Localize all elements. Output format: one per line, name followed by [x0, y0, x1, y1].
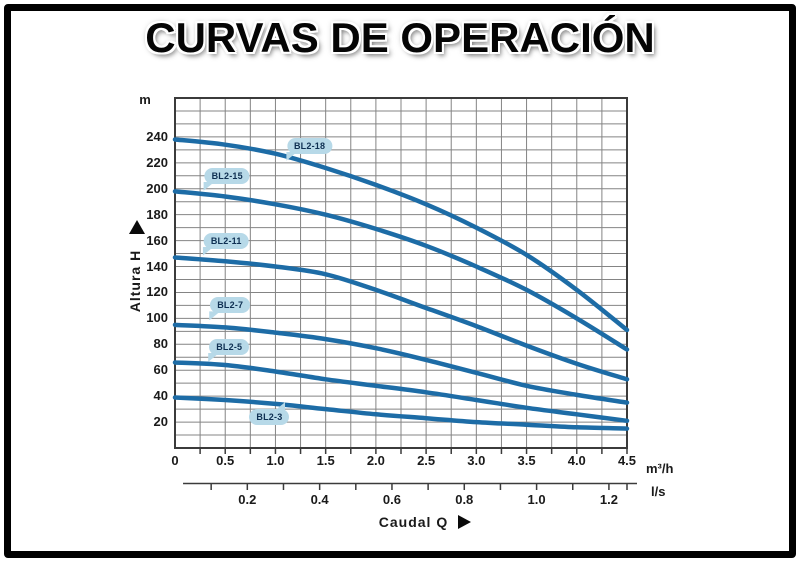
ls-tick-label: 1.0 [527, 492, 546, 507]
x-tick-label: 0 [171, 453, 179, 468]
curve-label-bl2-3: BL2-3 [249, 401, 290, 425]
y-tick-label: 160 [146, 232, 168, 248]
ls-tick-label: 0.6 [382, 492, 401, 507]
x-tick-label: 2.0 [366, 453, 385, 468]
ls-tick-label: 0.8 [455, 492, 474, 507]
plot-frame [174, 97, 628, 449]
y-tick-label: 240 [146, 128, 168, 144]
x-tick-label: 2.5 [417, 453, 436, 468]
ls-tick-label: 0.4 [310, 492, 329, 507]
curve-label-tail [202, 246, 214, 256]
y-tick-label: 140 [146, 258, 168, 274]
pump-curve-bl2-7 [172, 322, 630, 405]
y-tick-label: 40 [153, 388, 168, 404]
y-tick-label: 60 [153, 362, 168, 378]
x-axis-label: Caudal Q [378, 514, 449, 530]
y-axis-unit: m [139, 92, 151, 107]
y-tick-label: 20 [153, 414, 168, 430]
ls-tick-label: 1.2 [599, 492, 618, 507]
pump-curve-bl2-11 [172, 255, 630, 382]
y-tick-label: 80 [153, 336, 168, 352]
y-tick-label: 180 [146, 206, 168, 222]
curve-label-tail [203, 181, 215, 191]
curve-label-bl2-5: BL2-5 [208, 338, 250, 362]
up-arrow-icon [129, 220, 145, 234]
right-arrow-icon [458, 515, 472, 529]
y-tick-label: 120 [146, 284, 168, 300]
x-tick-label: 3.5 [517, 453, 536, 468]
y-tick-label: 100 [146, 310, 168, 326]
x-axis-label-row: Caudal Q [330, 512, 520, 532]
x-axis-unit-primary: m³/h [646, 461, 674, 476]
x-axis-unit-secondary: l/s [651, 484, 666, 499]
x-tick-label: 1.0 [266, 453, 285, 468]
curve-label-bl2-7: BL2-7 [209, 297, 251, 321]
x-tick-label: 4.0 [567, 453, 586, 468]
y-tick-label: 200 [146, 180, 168, 196]
curve-label-bl2-15: BL2-15 [203, 167, 250, 191]
curve-label-bl2-11: BL2-11 [202, 232, 249, 256]
pump-curve-bl2-3 [172, 395, 630, 431]
y-axis-label: Altura H [127, 249, 143, 313]
pump-curve-bl2-5 [172, 360, 630, 424]
x-tick-label: 4.5 [617, 453, 637, 468]
curve-label-tail [209, 311, 221, 321]
x-tick-label: 3.0 [467, 453, 486, 468]
x-tick-label: 0.5 [216, 453, 235, 468]
curve-label-tail [274, 401, 286, 411]
ls-tick-label: 0.2 [238, 492, 257, 507]
y-tick-label: 220 [146, 154, 168, 170]
curve-label-tail [285, 151, 297, 161]
page-title: CURVAS DE OPERACIÓN [145, 14, 655, 61]
curve-label-tail [208, 352, 220, 362]
curve-label-bl2-18: BL2-18 [285, 137, 333, 161]
pump-curve-bl2-15 [172, 189, 630, 352]
pump-curve-bl2-18 [172, 137, 630, 333]
x-tick-label: 1.5 [316, 453, 335, 468]
